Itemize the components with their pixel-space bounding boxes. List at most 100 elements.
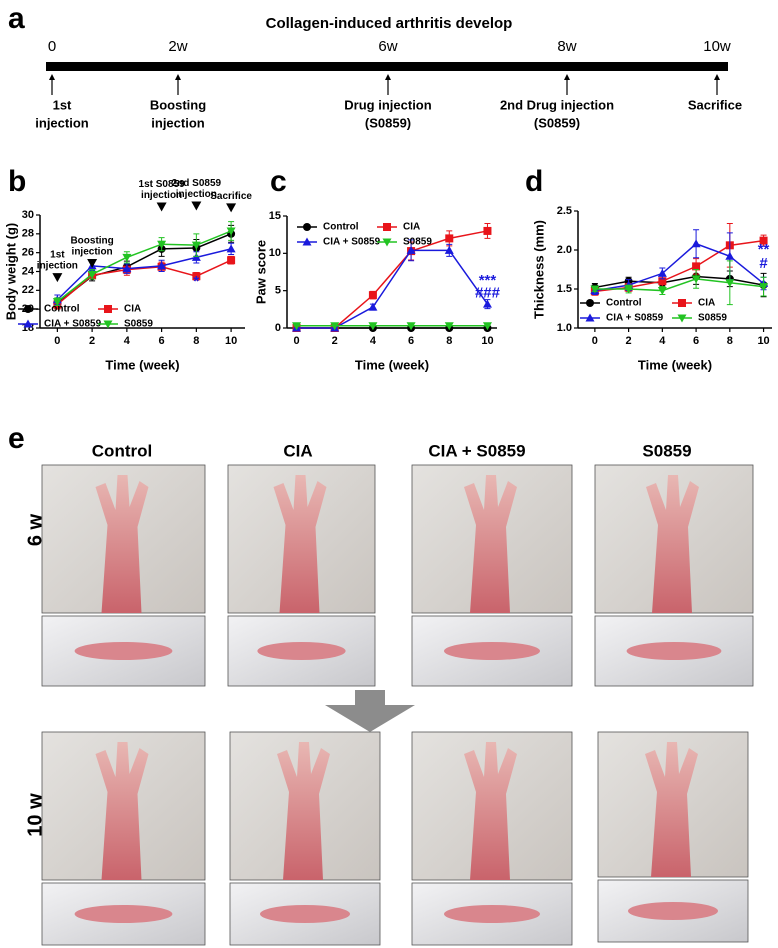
marker — [691, 275, 701, 284]
x-tick-label: 0 — [54, 335, 60, 347]
event-label: injection — [151, 115, 205, 130]
x-tick-label: 0 — [293, 335, 299, 347]
annotation: * — [193, 273, 199, 290]
annotation: 1st S0859 — [139, 179, 186, 190]
event-label: Boosting — [150, 97, 206, 112]
marker — [192, 272, 201, 281]
marker — [658, 277, 667, 286]
series-line — [594, 275, 764, 289]
marker — [406, 245, 416, 254]
event-arrowhead — [714, 74, 720, 80]
event-arrowhead — [564, 74, 570, 80]
marker — [157, 261, 167, 270]
event-label: (S0859) — [365, 115, 411, 130]
event-label: 2nd Drug injection — [500, 97, 614, 112]
paw-side — [444, 905, 540, 923]
annotation: injection — [37, 261, 78, 272]
legend-marker — [24, 305, 32, 313]
paw-side — [74, 905, 173, 923]
annotation-arrow — [156, 202, 167, 212]
event-label: Drug injection — [344, 97, 431, 112]
annotation: 2nd S0859 — [172, 178, 222, 189]
marker — [482, 322, 492, 331]
panel-label: d — [525, 165, 543, 198]
timeline-tick-label: 0 — [48, 38, 56, 55]
annotation: injection — [176, 189, 217, 200]
y-tick-label: 1.0 — [557, 322, 572, 334]
paw — [464, 475, 517, 613]
event-arrowhead — [385, 74, 391, 80]
x-tick-label: 8 — [446, 335, 452, 347]
y-tick-label: 28 — [22, 228, 34, 240]
event-label: injection — [35, 115, 89, 130]
paw — [95, 475, 149, 613]
paw-side — [74, 642, 173, 660]
legend-label: S0859 — [124, 319, 153, 330]
column-label: Control — [92, 441, 152, 460]
annotation: # — [759, 255, 768, 272]
series-line — [296, 249, 489, 329]
series-line — [594, 239, 764, 293]
paw — [95, 742, 149, 880]
marker — [52, 298, 62, 307]
x-tick-label: 8 — [727, 335, 733, 347]
legend-label: CIA — [124, 304, 141, 315]
legend-marker — [103, 320, 113, 329]
row-label: 10 w — [24, 793, 46, 837]
annotation: 1st — [50, 250, 65, 261]
legend-label: S0859 — [698, 313, 727, 324]
y-axis-label: Body weight (g) — [3, 223, 18, 321]
marker — [482, 299, 492, 308]
x-tick-label: 4 — [659, 335, 666, 347]
marker — [759, 283, 769, 292]
marker — [226, 244, 236, 253]
panel-label: a — [8, 2, 25, 35]
panel-label: e — [8, 422, 25, 455]
legend-label: Control — [44, 304, 80, 315]
annotation: Boosting — [70, 236, 113, 247]
annotation: injection — [141, 190, 182, 201]
legend-label: CIA + S0859 — [606, 313, 664, 324]
y-tick-label: 22 — [22, 284, 34, 296]
event-label: Sacrifice — [688, 97, 742, 112]
paw-side — [260, 905, 350, 923]
legend-marker — [585, 313, 595, 322]
legend-marker — [303, 223, 311, 231]
event-label: 1st — [53, 97, 72, 112]
timeline: 0 2w 6w 8w 10w 1st injection Boosting injection D… — [35, 38, 742, 130]
paw — [645, 742, 698, 877]
x-tick-label: 6 — [159, 335, 165, 347]
x-tick-label: 4 — [370, 335, 377, 347]
y-tick-label: 15 — [269, 210, 281, 222]
timeline-tick-label: 10w — [703, 38, 731, 55]
marker — [406, 322, 416, 331]
annotation-arrow — [87, 258, 98, 268]
paw — [464, 742, 517, 880]
event-label: (S0859) — [534, 115, 580, 130]
marker — [725, 251, 735, 260]
marker — [624, 285, 634, 294]
paw — [646, 475, 699, 613]
timeline-bar — [46, 62, 728, 71]
timeline-tick-label: 2w — [168, 38, 187, 55]
row-label: 6 w — [24, 513, 46, 546]
marker — [226, 227, 236, 236]
legend-marker — [586, 299, 594, 307]
legend-label: Control — [323, 222, 359, 233]
annotation-arrow — [191, 201, 202, 211]
event-arrowhead — [49, 74, 55, 80]
x-axis-label: Time (week) — [105, 357, 179, 372]
marker — [191, 241, 201, 250]
series-line — [594, 278, 764, 292]
y-tick-label: 10 — [269, 247, 281, 259]
timeline-tick-label: 6w — [378, 38, 397, 55]
legend-marker — [678, 299, 686, 307]
y-tick-label: 24 — [22, 265, 35, 277]
marker — [657, 268, 667, 277]
event-arrowhead — [175, 74, 181, 80]
column-label: CIA — [283, 441, 312, 460]
legend-marker — [104, 305, 112, 313]
legend-label: CIA — [698, 298, 715, 309]
paw-side — [628, 902, 718, 920]
